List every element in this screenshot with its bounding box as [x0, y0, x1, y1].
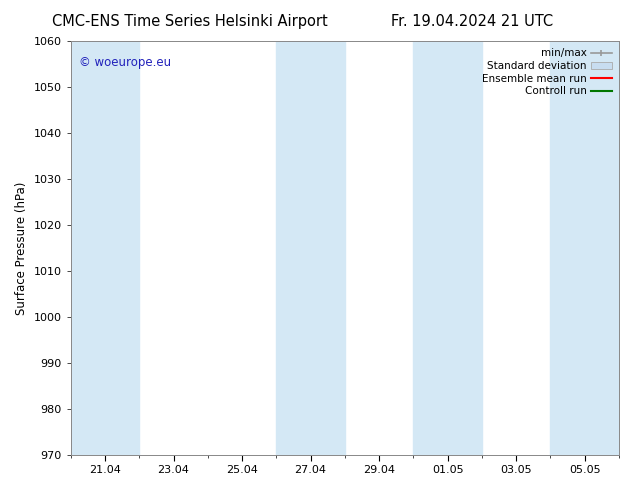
Bar — [71, 41, 139, 455]
Text: Fr. 19.04.2024 21 UTC: Fr. 19.04.2024 21 UTC — [391, 14, 553, 29]
Bar — [550, 41, 619, 455]
Text: CMC-ENS Time Series Helsinki Airport: CMC-ENS Time Series Helsinki Airport — [53, 14, 328, 29]
Legend: min/max, Standard deviation, Ensemble mean run, Controll run: min/max, Standard deviation, Ensemble me… — [480, 46, 614, 98]
Y-axis label: Surface Pressure (hPa): Surface Pressure (hPa) — [15, 181, 28, 315]
Bar — [413, 41, 482, 455]
Bar — [276, 41, 345, 455]
Text: © woeurope.eu: © woeurope.eu — [79, 55, 171, 69]
